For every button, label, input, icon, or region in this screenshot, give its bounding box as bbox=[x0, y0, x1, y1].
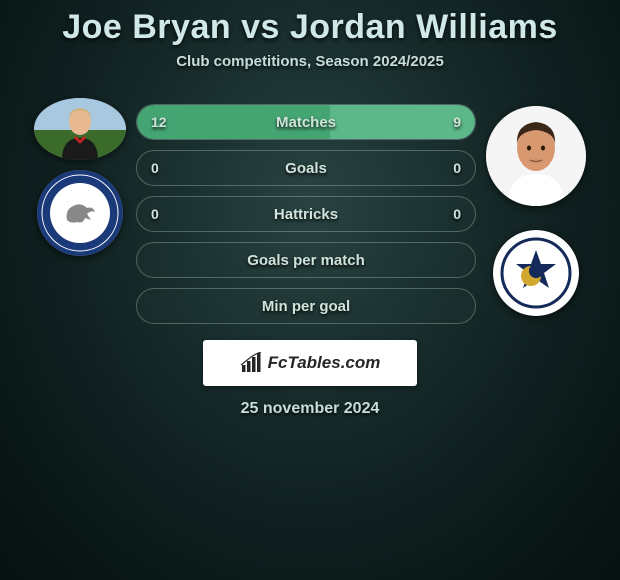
stat-label: Goals bbox=[285, 160, 327, 177]
brand-bar-chart-icon bbox=[240, 352, 262, 374]
right-club-badge bbox=[493, 230, 579, 316]
brand-box[interactable]: FcTables.com bbox=[203, 340, 417, 386]
left-column bbox=[34, 98, 126, 256]
stat-value-left: 12 bbox=[151, 114, 167, 130]
page-title: Joe Bryan vs Jordan Williams bbox=[62, 8, 558, 47]
brand-text: FcTables.com bbox=[268, 353, 381, 373]
right-player-avatar bbox=[486, 106, 586, 206]
stat-label: Hattricks bbox=[274, 206, 338, 223]
content-wrapper: Joe Bryan vs Jordan Williams Club compet… bbox=[0, 0, 620, 418]
stat-row-goals-per-match: Goals per match bbox=[136, 242, 476, 278]
stat-row-matches: 12 Matches 9 bbox=[136, 104, 476, 140]
stat-value-left: 0 bbox=[151, 160, 159, 176]
stat-label: Min per goal bbox=[262, 298, 350, 315]
stats-column: 12 Matches 9 0 Goals 0 0 Hattricks 0 Goa… bbox=[136, 98, 476, 324]
right-column bbox=[486, 98, 586, 316]
stat-row-hattricks: 0 Hattricks 0 bbox=[136, 196, 476, 232]
stat-value-right: 0 bbox=[453, 160, 461, 176]
stat-value-left: 0 bbox=[151, 206, 159, 222]
main-row: 12 Matches 9 0 Goals 0 0 Hattricks 0 Goa… bbox=[0, 98, 620, 324]
stat-label: Goals per match bbox=[247, 252, 365, 269]
page-subtitle: Club competitions, Season 2024/2025 bbox=[176, 53, 444, 70]
left-club-badge bbox=[37, 170, 123, 256]
stat-value-right: 0 bbox=[453, 206, 461, 222]
stat-row-goals: 0 Goals 0 bbox=[136, 150, 476, 186]
left-player-avatar bbox=[34, 98, 126, 160]
stat-row-min-per-goal: Min per goal bbox=[136, 288, 476, 324]
date-line: 25 november 2024 bbox=[241, 400, 380, 418]
stat-label: Matches bbox=[276, 114, 336, 131]
stat-value-right: 9 bbox=[453, 114, 461, 130]
